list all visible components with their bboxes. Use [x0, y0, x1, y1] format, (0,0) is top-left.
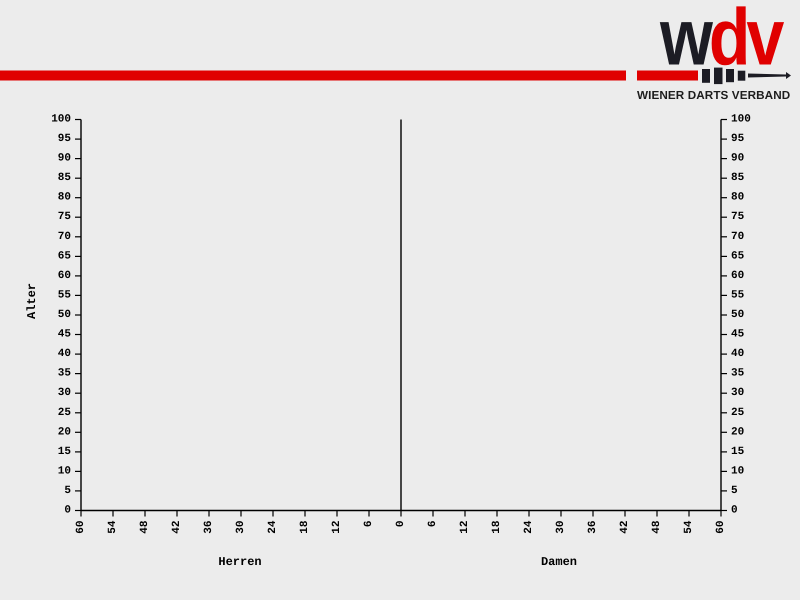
svg-text:WIENER DARTS VERBAND: WIENER DARTS VERBAND	[637, 89, 790, 102]
